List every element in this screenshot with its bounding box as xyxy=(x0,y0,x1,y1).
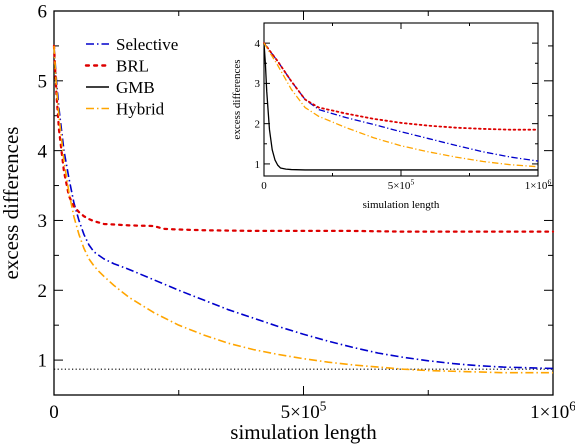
main-series-line-selective xyxy=(53,45,554,370)
main-y-tick-label: 1 xyxy=(38,351,48,372)
main-y-tick-label: 6 xyxy=(38,2,48,23)
main-x-tick-label: 0 xyxy=(49,402,59,423)
main-x-tick-label: 5×105 xyxy=(281,398,327,423)
inset-y-tick-label: 2 xyxy=(255,119,261,131)
inset-plot: 1 2 3 4 0 5×105 1×106 simulation length excess d… xyxy=(231,22,552,211)
main-y-tick-label: 2 xyxy=(38,281,48,302)
main-x-tick-exponent: 6 xyxy=(569,398,575,413)
legend: Selective BRL GMB Hybrid xyxy=(84,35,178,119)
inset-y-axis-label: excess differences xyxy=(231,59,243,139)
main-y-tick-label: 5 xyxy=(38,71,48,92)
inset-x-tick-exponent: 6 xyxy=(547,178,551,187)
main-x-tick-exponent: 5 xyxy=(320,398,327,413)
inset-y-tick-label: 1 xyxy=(255,159,261,171)
inset-y-tick-label: 4 xyxy=(255,38,261,50)
legend-label-selective: Selective xyxy=(116,35,178,54)
inset-x-tick-label: 0 xyxy=(261,180,267,192)
inset-x-tick-label: 1×106 xyxy=(525,178,552,192)
inset-plot-frame xyxy=(263,22,539,177)
main-x-tick-label: 1×106 xyxy=(530,398,575,423)
main-x-axis-label: simulation length xyxy=(230,420,377,444)
main-y-tick-label: 3 xyxy=(38,211,48,232)
legend-label-brl: BRL xyxy=(116,57,149,76)
legend-label-hybrid: Hybrid xyxy=(116,100,165,119)
inset-series-line-hybrid xyxy=(263,42,539,168)
main-series-line-hybrid xyxy=(53,45,553,374)
inset-series-line-brl xyxy=(263,42,539,131)
inset-x-axis-label: simulation length xyxy=(363,199,440,211)
inset-series-line-gmb xyxy=(263,43,538,171)
main-y-tick-label: 4 xyxy=(38,141,48,162)
main-series-line-brl xyxy=(52,44,555,233)
inset-x-tick-label: 5×105 xyxy=(388,178,415,192)
inset-x-tick-exponent: 5 xyxy=(410,178,414,187)
main-y-axis-label: excess differences xyxy=(0,127,23,280)
legend-label-gmb: GMB xyxy=(116,78,155,97)
inset-y-tick-label: 3 xyxy=(255,78,261,90)
